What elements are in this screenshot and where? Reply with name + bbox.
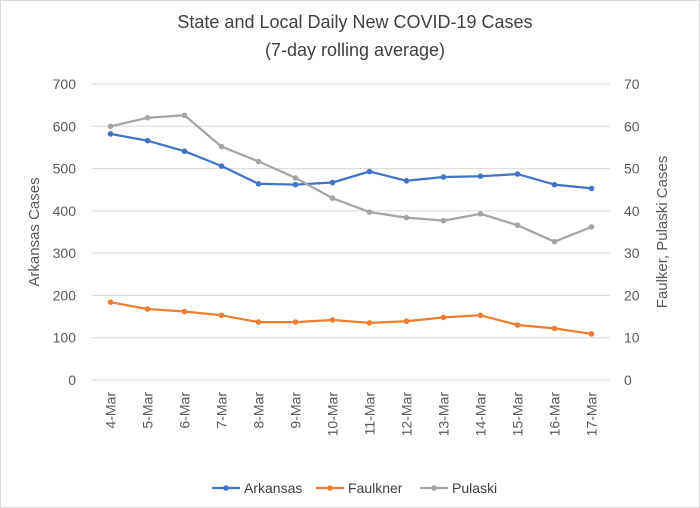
left-tick-label: 0 (68, 372, 76, 388)
data-point-arkansas (144, 137, 151, 144)
x-tick-label: 14-Mar (473, 392, 489, 437)
data-point-arkansas (366, 168, 373, 175)
legend-item-faulkner: Faulkner (316, 480, 403, 496)
data-point-faulkner (366, 320, 373, 326)
x-tick-label: 11-Mar (362, 392, 378, 436)
data-point-arkansas (514, 171, 521, 177)
legend-swatch-marker (431, 485, 437, 491)
x-tick-label: 4-Mar (103, 392, 119, 429)
data-point-pulaski (477, 211, 484, 217)
data-point-pulaski (403, 214, 410, 221)
data-point-pulaski (329, 195, 336, 201)
data-point-arkansas (477, 173, 484, 179)
data-point-faulkner (218, 312, 225, 319)
chart-subtitle: (7-day rolling average) (265, 40, 445, 60)
data-point-arkansas (403, 178, 410, 184)
x-tick-label: 5-Mar (140, 392, 156, 429)
legend-label: Pulaski (452, 480, 497, 496)
right-axis-title: Faulker, Pulaski Cases (654, 156, 671, 309)
left-tick-label: 300 (53, 245, 77, 261)
left-axis-title: Arkansas Cases (26, 177, 43, 286)
legend: Arkansas Faulkner Pulaski (212, 480, 497, 496)
data-point-faulkner (403, 318, 410, 325)
data-point-faulkner (514, 322, 521, 328)
right-tick-label: 50 (624, 161, 640, 177)
legend-label: Faulkner (348, 480, 403, 496)
legend-label: Arkansas (244, 480, 302, 496)
data-point-faulkner (440, 314, 447, 321)
data-point-faulkner (551, 325, 558, 332)
right-tick-label: 60 (624, 118, 640, 134)
data-point-faulkner (292, 319, 299, 325)
x-tick-label: 6-Mar (177, 392, 193, 429)
x-tick-label: 13-Mar (436, 392, 452, 437)
right-tick-label: 0 (624, 372, 632, 388)
left-axis-ticks: 0 100 200 300 400 500 600 700 (53, 76, 77, 388)
right-tick-label: 10 (624, 330, 640, 346)
left-tick-label: 600 (53, 118, 77, 134)
left-tick-label: 700 (53, 76, 77, 92)
left-tick-label: 500 (53, 161, 77, 177)
x-tick-label: 15-Mar (510, 392, 526, 437)
legend-item-arkansas: Arkansas (212, 480, 302, 496)
x-tick-label: 12-Mar (399, 392, 415, 437)
right-tick-label: 40 (624, 203, 640, 219)
data-point-arkansas (588, 185, 595, 192)
x-tick-label: 9-Mar (288, 392, 304, 429)
legend-swatch-marker (223, 485, 229, 491)
series-line-arkansas (109, 132, 593, 190)
data-point-pulaski (292, 175, 299, 181)
right-axis-ticks: 0 10 20 30 40 50 60 70 (624, 76, 640, 388)
left-tick-label: 200 (53, 287, 77, 303)
right-tick-label: 20 (624, 287, 640, 303)
legend-swatch-marker (327, 485, 333, 491)
data-point-pulaski (181, 112, 188, 119)
data-point-arkansas (551, 181, 558, 188)
data-point-arkansas (181, 148, 188, 155)
legend-item-pulaski: Pulaski (420, 480, 497, 496)
data-point-arkansas (292, 181, 299, 188)
x-tick-label: 17-Mar (584, 392, 600, 437)
gridlines (92, 83, 610, 381)
series-layer (107, 112, 595, 337)
data-point-pulaski (551, 238, 558, 245)
x-tick-label: 8-Mar (251, 392, 267, 429)
data-point-pulaski (514, 222, 521, 229)
data-point-faulkner (107, 299, 114, 305)
data-point-arkansas (107, 131, 114, 137)
data-point-arkansas (255, 180, 262, 187)
x-tick-label: 16-Mar (547, 392, 563, 437)
data-point-pulaski (218, 143, 225, 150)
x-tick-label: 10-Mar (325, 392, 341, 437)
data-point-arkansas (440, 174, 447, 180)
data-point-pulaski (255, 158, 262, 165)
data-point-pulaski (107, 123, 114, 130)
data-point-pulaski (440, 217, 447, 224)
series-line-faulkner (109, 301, 593, 336)
left-tick-label: 100 (53, 330, 77, 346)
data-point-faulkner (477, 312, 484, 319)
left-tick-label: 400 (53, 203, 77, 219)
series-line-pulaski (109, 114, 593, 243)
data-point-faulkner (181, 308, 188, 315)
x-tick-label: 7-Mar (214, 392, 230, 429)
right-tick-label: 70 (624, 76, 640, 92)
data-point-faulkner (329, 317, 336, 323)
data-point-pulaski (144, 115, 151, 121)
x-axis-ticks: 4-Mar 5-Mar 6-Mar 7-Mar 8-Mar 9-Mar 10-Mar 11-M… (103, 392, 600, 437)
data-point-faulkner (255, 319, 262, 325)
data-point-faulkner (144, 306, 151, 312)
data-point-pulaski (588, 224, 595, 230)
right-tick-label: 30 (624, 245, 640, 261)
chart-title: State and Local Daily New COVID-19 Cases (177, 12, 532, 32)
data-point-pulaski (366, 209, 373, 215)
data-point-faulkner (588, 331, 595, 337)
data-point-arkansas (329, 179, 336, 186)
data-point-arkansas (218, 163, 225, 169)
